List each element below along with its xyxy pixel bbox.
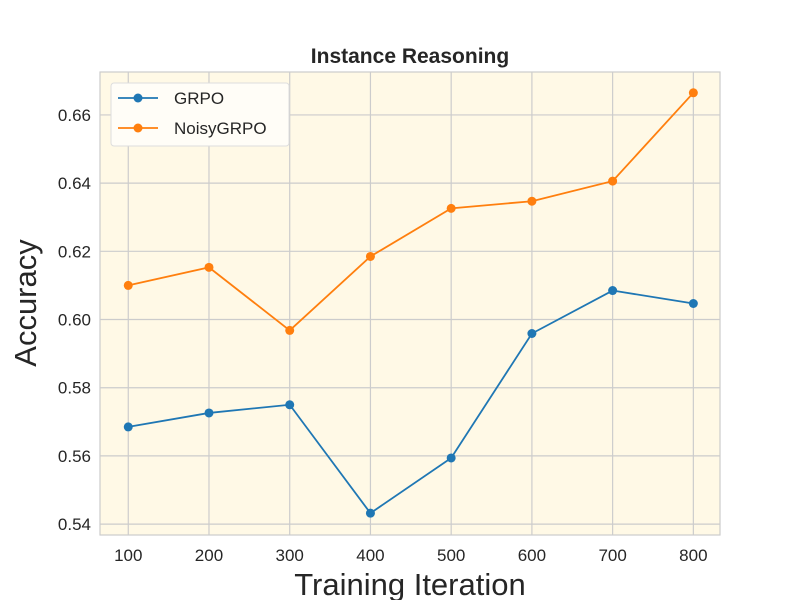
legend-label-grpo: GRPO <box>174 89 224 108</box>
legend: GRPO NoisyGRPO <box>110 82 290 147</box>
data-point-noisygrpo <box>608 176 618 186</box>
y-tick-label: 0.62 <box>58 242 91 261</box>
x-tick-label: 200 <box>195 546 223 565</box>
data-point-grpo <box>123 422 133 432</box>
data-point-grpo <box>365 508 375 518</box>
data-point-grpo <box>446 453 456 463</box>
data-point-grpo <box>688 299 698 308</box>
data-point-noisygrpo <box>365 251 375 261</box>
x-axis-label: Training Iteration <box>294 567 525 600</box>
y-tick-label: 0.58 <box>58 379 91 398</box>
legend-label-noisygrpo: NoisyGRPO <box>174 119 267 138</box>
x-tick-label: 600 <box>518 546 546 565</box>
series-line-grpo <box>128 289 694 515</box>
legend-marker-noisygrpo <box>133 123 143 133</box>
data-point-noisygrpo <box>688 88 698 98</box>
data-point-grpo <box>285 400 295 410</box>
data-point-grpo <box>527 329 537 339</box>
x-tick-label: 700 <box>598 546 626 565</box>
y-tick-label: 0.54 <box>58 515 91 534</box>
y-tick-label: 0.56 <box>58 447 91 466</box>
data-point-noisygrpo <box>527 196 537 206</box>
x-tick-label: 500 <box>437 546 465 565</box>
series-line-noisygrpo <box>128 92 695 332</box>
plot-background <box>99 71 721 536</box>
data-point-noisygrpo <box>204 262 214 272</box>
y-axis-label: Accuracy <box>8 239 43 367</box>
data-point-grpo <box>204 408 214 418</box>
x-tick-label: 300 <box>276 546 304 565</box>
data-point-noisygrpo <box>123 280 133 290</box>
x-tick-label: 100 <box>114 546 142 565</box>
y-tick-label: 0.64 <box>58 174 91 193</box>
chart-title: Instance Reasoning <box>311 45 509 68</box>
data-point-grpo <box>608 286 618 296</box>
y-tick-label: 0.60 <box>58 311 91 330</box>
data-point-noisygrpo <box>446 203 456 213</box>
y-tick-label: 0.66 <box>58 106 91 125</box>
x-tick-label: 400 <box>356 546 384 565</box>
x-tick-label: 800 <box>679 546 707 565</box>
legend-marker-grpo <box>133 93 143 103</box>
data-point-noisygrpo <box>285 325 295 335</box>
